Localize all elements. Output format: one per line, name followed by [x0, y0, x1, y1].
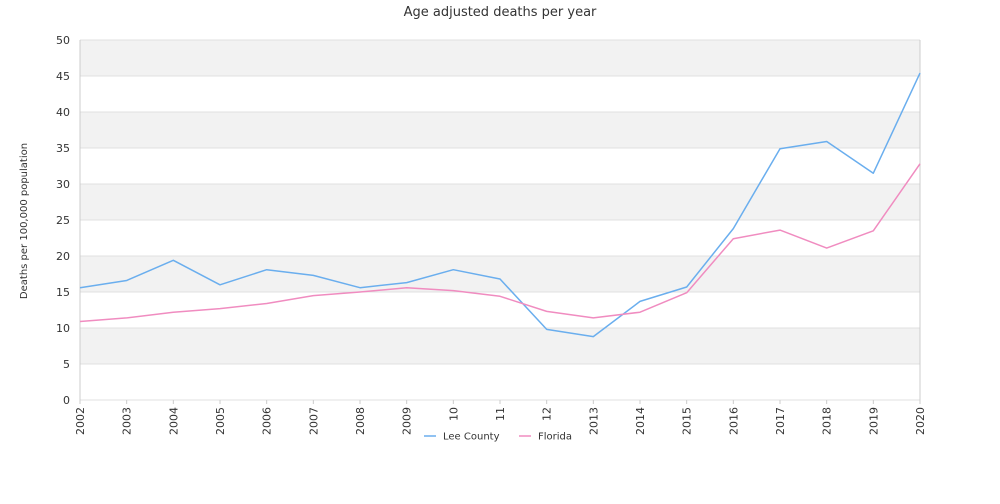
- grid-band: [80, 112, 920, 148]
- grid-band: [80, 220, 920, 256]
- legend[interactable]: Lee County Florida: [424, 432, 572, 443]
- y-axis-ticks: 0 5 10 15 20 25 30 35 40 45 50: [56, 34, 70, 407]
- x-tick-label: 12: [541, 407, 554, 421]
- x-tick-label: 10: [447, 407, 460, 421]
- grid-band: [80, 40, 920, 76]
- x-tick-label: 2017: [774, 407, 787, 435]
- legend-label: Lee County: [443, 432, 500, 443]
- x-tick-label: 2002: [74, 407, 87, 435]
- grid-band: [80, 256, 920, 292]
- x-axis-ticks: 2002 2003 2004 2005 2006 2007 2008 2009 10 11 12 20…: [74, 400, 927, 435]
- x-tick-label: 2004: [167, 407, 180, 435]
- y-tick-label: 10: [56, 322, 70, 335]
- grid-band: [80, 292, 920, 328]
- y-tick-label: 30: [56, 178, 70, 191]
- y-tick-label: 50: [56, 34, 70, 47]
- x-tick-label: 2009: [401, 407, 414, 435]
- grid-band: [80, 364, 920, 400]
- grid-band: [80, 76, 920, 112]
- y-axis-label: Deaths per 100,000 population: [19, 143, 30, 299]
- series-line-florida: [79, 163, 921, 323]
- y-tick-label: 5: [63, 358, 70, 371]
- x-tick-label: 2005: [214, 407, 227, 435]
- x-tick-label: 2018: [821, 407, 834, 435]
- y-tick-label: 20: [56, 250, 70, 263]
- y-tick-label: 45: [56, 70, 70, 83]
- x-tick-label: 2006: [261, 407, 274, 435]
- y-tick-label: 35: [56, 142, 70, 155]
- legend-item-florida[interactable]: Florida: [519, 432, 572, 443]
- x-tick-label: 2020: [914, 407, 927, 435]
- grid-bands: [79, 39, 921, 401]
- chart-title: Age adjusted deaths per year: [404, 5, 597, 20]
- x-tick-label: 2013: [587, 407, 600, 435]
- x-tick-label: 11: [494, 407, 507, 421]
- x-tick-label: 2014: [634, 407, 647, 435]
- x-tick-label: 2016: [727, 407, 740, 435]
- x-tick-label: 2003: [121, 407, 134, 435]
- legend-label: Florida: [538, 432, 572, 443]
- x-tick-label: 2008: [354, 407, 367, 435]
- x-tick-label: 2007: [307, 407, 320, 435]
- x-tick-label: 2015: [681, 407, 694, 435]
- x-tick-label: 2019: [867, 407, 880, 435]
- grid-band: [80, 148, 920, 184]
- y-tick-label: 40: [56, 106, 70, 119]
- series-lines: [79, 72, 921, 338]
- y-tick-label: 15: [56, 286, 70, 299]
- grid-band: [80, 328, 920, 364]
- legend-item-lee-county[interactable]: Lee County: [424, 432, 500, 443]
- y-tick-label: 25: [56, 214, 70, 227]
- grid-band: [80, 184, 920, 220]
- series-line-lee-county: [79, 72, 921, 338]
- y-tick-label: 0: [63, 394, 70, 407]
